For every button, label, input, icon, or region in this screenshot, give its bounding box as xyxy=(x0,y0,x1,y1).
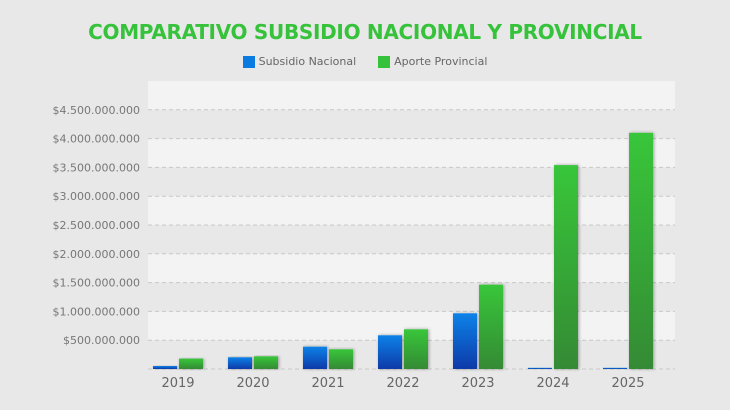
y-tick-label: $4.500.000.000 xyxy=(53,104,140,117)
legend-label: Subsidio Nacional xyxy=(258,55,357,68)
bar-subsidio-nacional-2023 xyxy=(453,313,477,369)
x-tick-label: 2023 xyxy=(461,376,494,391)
grid-band xyxy=(148,253,675,283)
grid-band xyxy=(148,282,675,312)
bar-subsidio-nacional-2019 xyxy=(153,366,177,369)
grid-band xyxy=(148,196,675,225)
bar-subsidio-nacional-2024 xyxy=(528,367,552,369)
bar-aporte-provincial-2020 xyxy=(254,356,278,369)
legend-swatch-blue xyxy=(242,55,255,68)
grid-band xyxy=(148,167,675,197)
chart-title: COMPARATIVO SUBSIDIO NACIONAL Y PROVINCI… xyxy=(88,20,642,44)
legend-item-subsidio-nacional: Subsidio Nacional xyxy=(242,55,357,68)
bar-aporte-provincial-2025 xyxy=(629,132,653,369)
bar-subsidio-nacional-2021 xyxy=(303,346,327,369)
grid-band xyxy=(148,81,675,110)
bar-aporte-provincial-2023 xyxy=(479,284,503,369)
bar-subsidio-nacional-2022 xyxy=(378,335,402,369)
bar-aporte-provincial-2022 xyxy=(404,329,428,369)
bar-subsidio-nacional-2020 xyxy=(228,357,252,369)
y-tick-label: $1.500.000.000 xyxy=(53,277,140,290)
legend: Subsidio Nacional Aporte Provincial xyxy=(0,55,730,68)
grid-band xyxy=(148,109,675,139)
x-tick-label: 2019 xyxy=(161,376,194,391)
bar-aporte-provincial-2019 xyxy=(179,358,203,369)
legend-item-aporte-provincial: Aporte Provincial xyxy=(378,55,487,68)
y-tick-label: $500.000.000 xyxy=(63,334,140,347)
x-tick-label: 2024 xyxy=(536,376,569,391)
x-tick-label: 2025 xyxy=(611,376,644,391)
y-tick-label: $1.000.000.000 xyxy=(53,305,140,318)
y-tick-label: $3.000.000.000 xyxy=(53,190,140,203)
legend-label: Aporte Provincial xyxy=(394,55,488,68)
x-tick-label: 2021 xyxy=(311,376,344,391)
y-tick-label: $4.000.000.000 xyxy=(53,133,140,146)
x-tick-label: 2022 xyxy=(386,376,419,391)
legend-swatch-green xyxy=(378,55,391,68)
grid-band xyxy=(148,225,675,254)
x-tick-label: 2020 xyxy=(236,376,269,391)
bar-aporte-provincial-2021 xyxy=(329,349,353,369)
bar-subsidio-nacional-2025 xyxy=(603,367,627,369)
bar-aporte-provincial-2024 xyxy=(554,165,578,369)
y-tick-label: $3.500.000.000 xyxy=(53,161,140,174)
grid-band xyxy=(148,138,675,168)
y-tick-label: $2.000.000.000 xyxy=(53,248,140,261)
y-tick-label: $2.500.000.000 xyxy=(53,219,140,232)
